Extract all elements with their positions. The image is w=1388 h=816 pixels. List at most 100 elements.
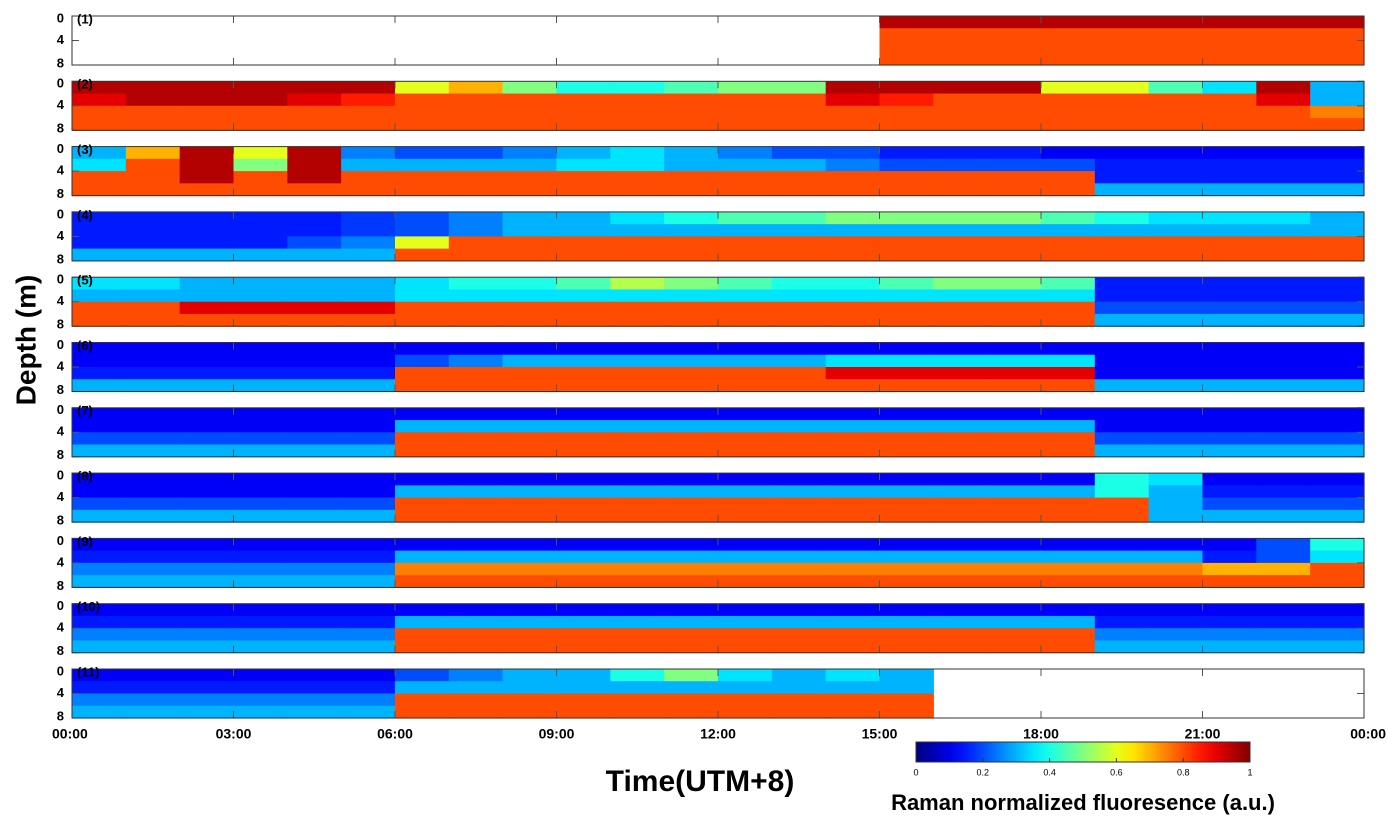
heat-cell — [287, 473, 342, 486]
heat-cell — [1041, 171, 1096, 184]
heat-cell — [825, 705, 881, 719]
heat-cell — [341, 301, 396, 315]
heat-cell — [933, 118, 988, 131]
heat-cell — [933, 211, 988, 225]
heat-cell — [1202, 497, 1257, 511]
heat-cell — [718, 693, 773, 707]
heat-cell — [1256, 420, 1311, 433]
heat-cell — [287, 407, 342, 421]
heat-cell — [771, 105, 827, 119]
heat-cell — [825, 342, 881, 356]
heat-cell — [233, 497, 288, 511]
heat-cell — [664, 444, 719, 458]
heat-cell — [879, 183, 934, 197]
heat-cell — [879, 105, 934, 119]
heat-cell — [395, 342, 450, 356]
heat-cell — [125, 603, 181, 617]
heat-cell — [610, 538, 665, 552]
heat-cell — [825, 118, 881, 131]
heat-cell — [448, 81, 504, 95]
heat-cell — [1041, 640, 1096, 654]
heat-cell — [987, 289, 1042, 303]
panel-label: (2) — [77, 77, 93, 92]
heat-cell — [610, 277, 665, 291]
heat-cell — [1094, 640, 1150, 654]
heat-cell — [1041, 81, 1096, 95]
heat-cell — [718, 509, 773, 523]
heat-cell — [448, 171, 504, 184]
heat-cell — [1256, 538, 1311, 552]
colorbar-tick-label: 0.8 — [1177, 767, 1190, 777]
heat-cell — [933, 277, 988, 291]
heat-cell — [987, 640, 1042, 654]
panel-label: (4) — [77, 207, 93, 222]
heat-cell — [610, 313, 665, 327]
heat-cell — [502, 444, 558, 458]
heat-cell — [502, 575, 558, 588]
y-tick-label: 0 — [57, 206, 64, 221]
heat-cell — [1256, 52, 1311, 66]
heat-cell — [287, 105, 342, 119]
y-tick-label: 4 — [57, 228, 65, 243]
heat-cell — [1310, 473, 1365, 486]
heat-cell — [287, 118, 342, 131]
heat-cell — [1310, 407, 1365, 421]
heat-cell — [72, 171, 127, 184]
heat-cell — [933, 171, 988, 184]
heat-cell — [610, 146, 665, 160]
heat-cell — [448, 289, 504, 303]
heat-cell — [1202, 224, 1257, 237]
heat-cell — [610, 105, 665, 119]
heat-cell — [879, 40, 934, 54]
y-tick-label: 0 — [57, 272, 64, 287]
heat-cell — [1202, 420, 1257, 433]
heat-cell — [1148, 379, 1204, 393]
heat-cell — [448, 313, 504, 327]
heat-cell — [1256, 497, 1311, 511]
heat-cell — [448, 550, 504, 564]
heat-cell — [664, 342, 719, 356]
y-tick-label: 8 — [57, 643, 64, 658]
heat-cell — [556, 248, 611, 262]
heat-cell — [556, 705, 611, 719]
heat-cell — [1094, 603, 1150, 617]
heat-cell — [179, 444, 235, 458]
heat-cell — [610, 603, 665, 617]
heat-cell — [610, 407, 665, 421]
heat-cell — [1310, 171, 1365, 184]
heat-cell — [879, 640, 934, 654]
heat-cell — [933, 640, 988, 654]
heat-cell — [1148, 497, 1204, 511]
heat-cell — [1148, 277, 1204, 291]
heat-cell — [556, 224, 611, 237]
heat-cell — [1041, 289, 1096, 303]
heat-cell — [825, 509, 881, 523]
heat-cell — [1256, 40, 1311, 54]
heat-cell — [718, 575, 773, 588]
heat-cell — [448, 146, 504, 160]
heat-cell — [287, 575, 342, 588]
heat-cell — [771, 289, 827, 303]
heat-cell — [1256, 313, 1311, 327]
heat-cell — [1148, 52, 1204, 66]
heat-cell — [933, 407, 988, 421]
heat-cell — [610, 628, 665, 642]
heat-cell — [448, 420, 504, 433]
heat-cell — [1256, 224, 1311, 237]
heat-cell — [179, 550, 235, 564]
heat-cell — [556, 640, 611, 654]
heat-cell — [72, 640, 127, 654]
heat-cell — [287, 640, 342, 654]
heat-cell — [448, 93, 504, 107]
heat-cell — [718, 603, 773, 617]
heat-cell — [395, 681, 450, 695]
heat-cell — [556, 354, 611, 368]
heat-cell — [1148, 146, 1204, 160]
heat-cell — [1202, 81, 1257, 95]
heat-cell — [1148, 354, 1204, 368]
heat-cell — [448, 432, 504, 446]
heat-cell — [125, 509, 181, 523]
heat-cell — [502, 628, 558, 642]
heat-cell — [556, 313, 611, 327]
